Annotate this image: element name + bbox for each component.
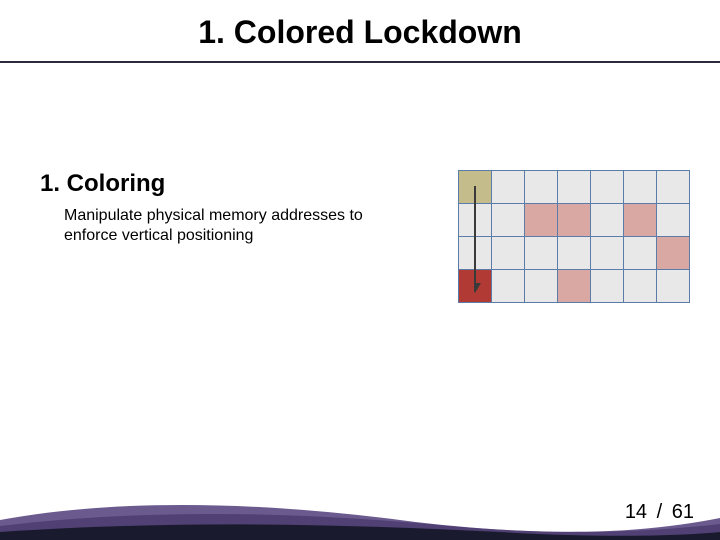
grid-cell bbox=[624, 204, 657, 237]
grid-cell bbox=[459, 204, 492, 237]
grid-cell bbox=[657, 237, 690, 270]
grid-cell bbox=[591, 237, 624, 270]
grid-cell bbox=[492, 204, 525, 237]
grid-cell bbox=[558, 237, 591, 270]
grid-cell bbox=[657, 270, 690, 303]
grid-cell bbox=[459, 237, 492, 270]
page-number: 14 / 61 bbox=[625, 501, 694, 524]
grid-cell bbox=[657, 171, 690, 204]
grid-cell bbox=[591, 171, 624, 204]
title-underline bbox=[0, 61, 720, 63]
grid-cell bbox=[591, 204, 624, 237]
grid-cell bbox=[492, 171, 525, 204]
grid-cell bbox=[624, 270, 657, 303]
grid-cell bbox=[525, 204, 558, 237]
grid-cell bbox=[459, 270, 492, 303]
grid-cell bbox=[591, 270, 624, 303]
grid-cell bbox=[492, 270, 525, 303]
body-text: Manipulate physical memory addresses to … bbox=[64, 206, 404, 246]
grid-cell bbox=[624, 237, 657, 270]
grid-cell bbox=[657, 204, 690, 237]
grid-cell bbox=[624, 171, 657, 204]
grid-cell bbox=[525, 237, 558, 270]
page-title: 1. Colored Lockdown bbox=[0, 14, 720, 51]
memory-grid bbox=[458, 170, 690, 303]
grid-cell bbox=[525, 270, 558, 303]
grid-cell bbox=[558, 204, 591, 237]
page-total: 61 bbox=[672, 501, 694, 523]
page-current: 14 bbox=[625, 501, 647, 523]
grid-cell bbox=[492, 237, 525, 270]
footer-wave bbox=[0, 490, 720, 540]
page-sep: / bbox=[657, 501, 663, 523]
grid-cell bbox=[459, 171, 492, 204]
grid-cell bbox=[558, 171, 591, 204]
grid-cell bbox=[558, 270, 591, 303]
grid-cell bbox=[525, 171, 558, 204]
